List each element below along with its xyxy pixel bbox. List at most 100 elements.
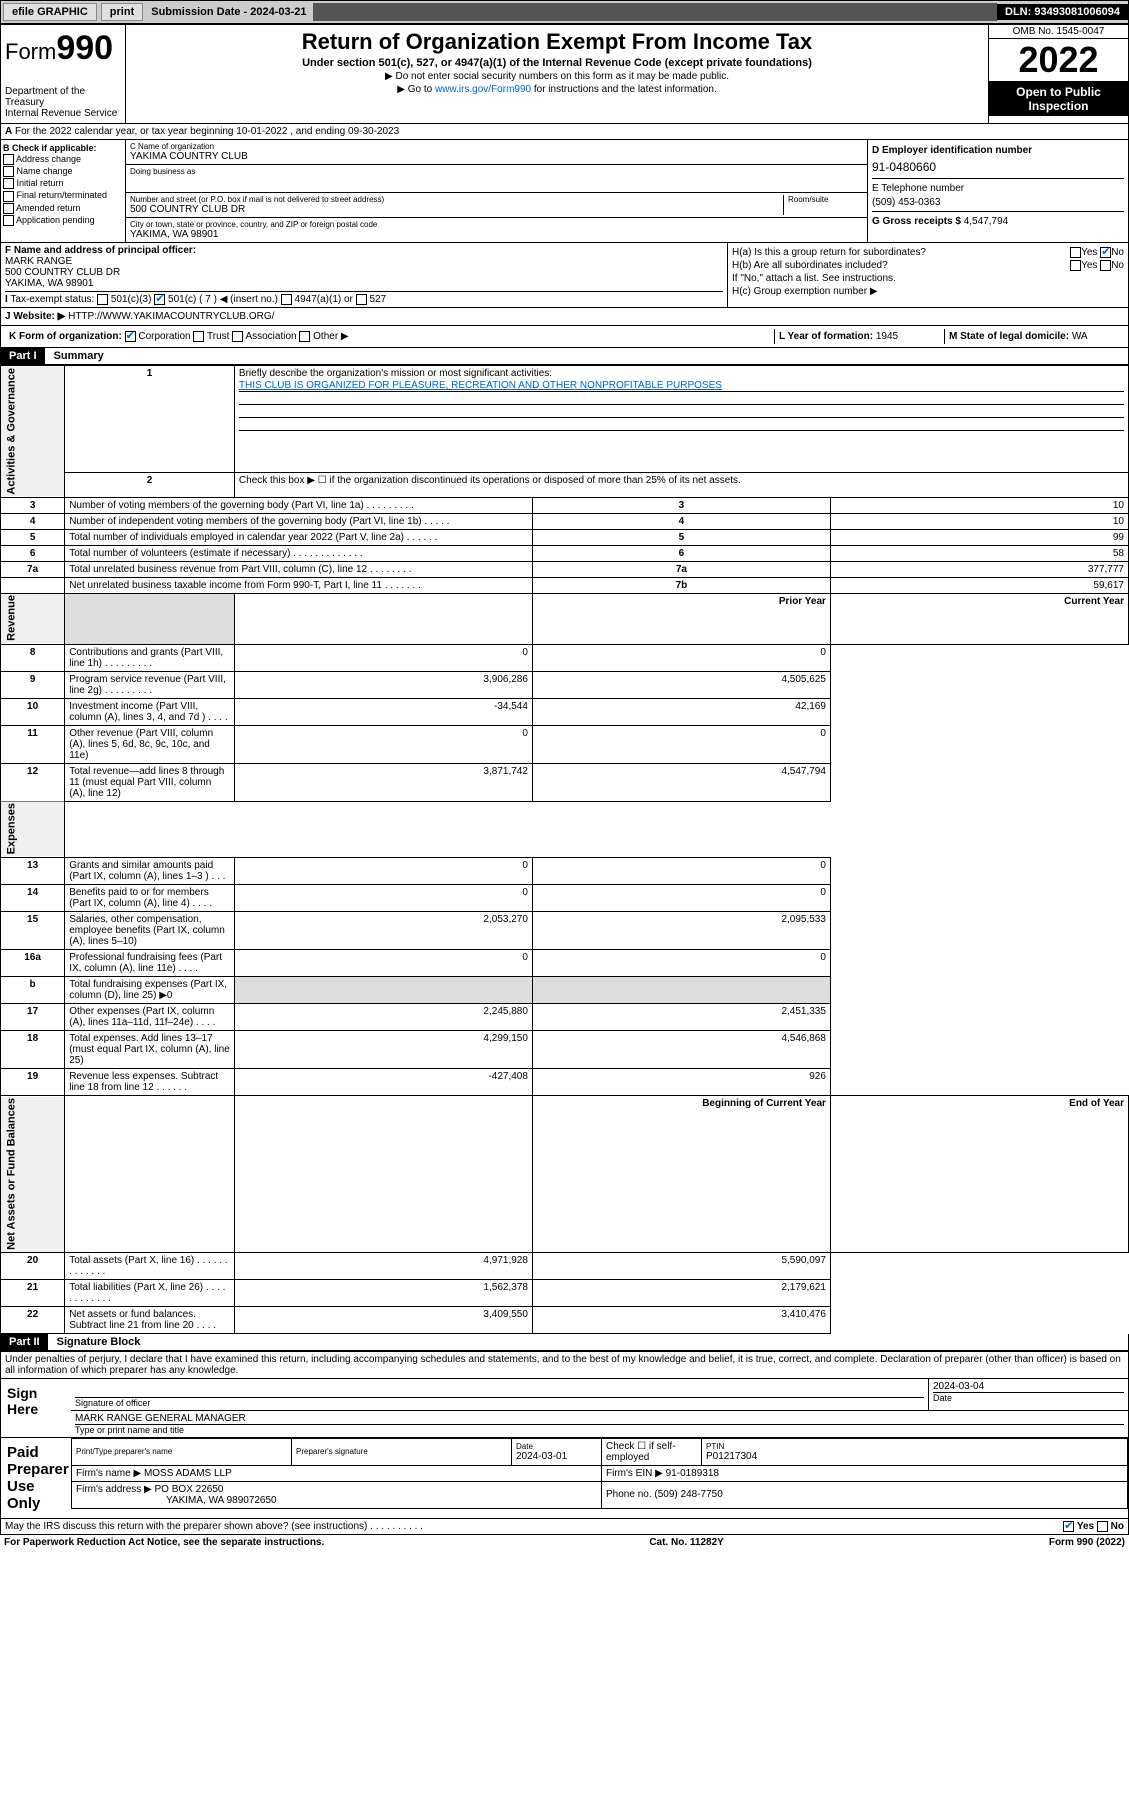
ptin-value: P01217304	[706, 1451, 757, 1462]
addr-value: 500 COUNTRY CLUB DR	[130, 204, 783, 215]
paid-preparer-table: Print/Type preparer's name Preparer's si…	[71, 1438, 1128, 1509]
cb-527[interactable]	[356, 294, 367, 305]
row-fhi: F Name and address of principal officer:…	[0, 243, 1129, 308]
firm-addr2: YAKIMA, WA 989072650	[166, 1495, 277, 1506]
cb-address-change[interactable]: Address change	[3, 154, 123, 165]
print-button[interactable]: print	[101, 3, 143, 21]
table-row: 10Investment income (Part VIII, column (…	[1, 698, 1129, 725]
table-row: Net unrelated business taxable income fr…	[1, 577, 1129, 593]
form-title: Return of Organization Exempt From Incom…	[130, 29, 984, 55]
q1-label: Briefly describe the organization's miss…	[239, 368, 552, 379]
cb-corp[interactable]	[125, 331, 136, 342]
table-row: bTotal fundraising expenses (Part IX, co…	[1, 977, 1129, 1004]
date-label: Date	[933, 1392, 1124, 1403]
cb-initial-return[interactable]: Initial return	[3, 178, 123, 189]
self-emp-check[interactable]: Check ☐ if self-employed	[606, 1441, 676, 1463]
cb-discuss-yes[interactable]	[1063, 1521, 1074, 1532]
ein-value: 91-0480660	[872, 160, 1124, 174]
hdr-boy: Beginning of Current Year	[532, 1096, 830, 1253]
city-label: City or town, state or province, country…	[130, 220, 863, 229]
summary-table: Activities & Governance 1 Briefly descri…	[0, 365, 1129, 1334]
hb-label: H(b) Are all subordinates included?	[732, 260, 888, 271]
cb-assoc[interactable]	[232, 331, 243, 342]
col-de: D Employer identification number 91-0480…	[868, 140, 1128, 242]
table-row: 15Salaries, other compensation, employee…	[1, 912, 1129, 950]
cb-discuss-no[interactable]	[1097, 1521, 1108, 1532]
officer-addr1: 500 COUNTRY CLUB DR	[5, 267, 120, 278]
vlabel-revenue: Revenue	[1, 593, 65, 644]
irs-label: Internal Revenue Service	[5, 108, 121, 119]
penalty-text: Under penalties of perjury, I declare th…	[1, 1352, 1128, 1378]
org-name: YAKIMA COUNTRY CLUB	[130, 151, 863, 162]
website-url: HTTP://WWW.YAKIMACOUNTRYCLUB.ORG/	[68, 311, 274, 322]
officer-addr2: YAKIMA, WA 98901	[5, 278, 93, 289]
discuss-row: May the IRS discuss this return with the…	[0, 1519, 1129, 1535]
pra-notice: For Paperwork Reduction Act Notice, see …	[4, 1537, 324, 1548]
sign-here-label: Sign Here	[1, 1379, 71, 1437]
firm-name: MOSS ADAMS LLP	[144, 1468, 232, 1479]
cb-other[interactable]	[299, 331, 310, 342]
cb-app-pending[interactable]: Application pending	[3, 215, 123, 226]
gross-label: G Gross receipts $	[872, 216, 961, 227]
form-note-2: ▶ Go to www.irs.gov/Form990 for instruct…	[130, 84, 984, 95]
footer: For Paperwork Reduction Act Notice, see …	[0, 1535, 1129, 1550]
hb-note: If "No," attach a list. See instructions…	[732, 273, 1124, 284]
paid-preparer-label: Paid Preparer Use Only	[1, 1438, 71, 1518]
table-row: 5Total number of individuals employed in…	[1, 529, 1129, 545]
gross-value: 4,547,794	[964, 216, 1009, 227]
cb-ha-no[interactable]	[1100, 247, 1111, 258]
table-row: 13Grants and similar amounts paid (Part …	[1, 858, 1129, 885]
officer-name-title: MARK RANGE GENERAL MANAGER	[75, 1413, 1124, 1424]
cb-name-change[interactable]: Name change	[3, 166, 123, 177]
table-row: 6Total number of volunteers (estimate if…	[1, 545, 1129, 561]
cb-trust[interactable]	[193, 331, 204, 342]
form-note-1: ▶ Do not enter social security numbers o…	[130, 71, 984, 82]
table-row: 8Contributions and grants (Part VIII, li…	[1, 644, 1129, 671]
part2-header: Part II Signature Block	[0, 1334, 1129, 1351]
ein-label: D Employer identification number	[872, 145, 1032, 156]
inspection-label: Open to Public Inspection	[989, 82, 1128, 116]
dba-label: Doing business as	[130, 167, 863, 176]
signature-block: Under penalties of perjury, I declare th…	[0, 1351, 1129, 1519]
dept-label: Department of the Treasury	[5, 86, 121, 108]
year-formation: 1945	[876, 331, 898, 342]
row-k: K Form of organization: Corporation Trus…	[0, 326, 1129, 348]
vlabel-expenses: Expenses	[1, 801, 65, 857]
city-value: YAKIMA, WA 98901	[130, 229, 863, 240]
table-row: 22Net assets or fund balances. Subtract …	[1, 1306, 1129, 1333]
table-row: 4Number of independent voting members of…	[1, 513, 1129, 529]
cb-ha-yes[interactable]	[1070, 247, 1081, 258]
phone-value: (509) 453-0363	[872, 197, 1124, 208]
cb-hb-no[interactable]	[1100, 260, 1111, 271]
row-j: J Website: ▶ HTTP://WWW.YAKIMACOUNTRYCLU…	[0, 308, 1129, 326]
table-row: 16aProfessional fundraising fees (Part I…	[1, 950, 1129, 977]
top-toolbar: efile GRAPHIC print Submission Date - 20…	[0, 0, 1129, 24]
cb-4947[interactable]	[281, 294, 292, 305]
hc-label: H(c) Group exemption number ▶	[732, 286, 1124, 297]
cb-hb-yes[interactable]	[1070, 260, 1081, 271]
cb-501c3[interactable]	[97, 294, 108, 305]
firm-ein: 91-0189318	[666, 1468, 719, 1479]
vlabel-netassets: Net Assets or Fund Balances	[1, 1096, 65, 1253]
table-row: 14Benefits paid to or for members (Part …	[1, 885, 1129, 912]
org-name-label: C Name of organization	[130, 142, 863, 151]
irs-link[interactable]: www.irs.gov/Form990	[435, 84, 531, 95]
hdr-current-year: Current Year	[830, 593, 1128, 644]
cb-amended[interactable]: Amended return	[3, 203, 123, 214]
name-title-label: Type or print name and title	[75, 1424, 1124, 1435]
table-row: 18Total expenses. Add lines 13–17 (must …	[1, 1031, 1129, 1069]
officer-label: F Name and address of principal officer:	[5, 245, 196, 256]
row-a: A For the 2022 calendar year, or tax yea…	[0, 124, 1129, 140]
cb-final-return[interactable]: Final return/terminated	[3, 190, 123, 201]
table-row: 21Total liabilities (Part X, line 26) . …	[1, 1279, 1129, 1306]
sig-officer-label: Signature of officer	[75, 1397, 924, 1408]
firm-addr1: PO BOX 22650	[155, 1484, 224, 1495]
mission-text: THIS CLUB IS ORGANIZED FOR PLEASURE, REC…	[239, 380, 1124, 392]
cb-501c7[interactable]	[154, 294, 165, 305]
table-row: 17Other expenses (Part IX, column (A), l…	[1, 1004, 1129, 1031]
col-c-org-info: C Name of organization YAKIMA COUNTRY CL…	[126, 140, 868, 242]
dln-label: DLN: 93493081006094	[997, 4, 1128, 20]
hdr-eoy: End of Year	[830, 1096, 1128, 1253]
cat-no: Cat. No. 11282Y	[649, 1537, 723, 1548]
efile-button[interactable]: efile GRAPHIC	[3, 3, 97, 21]
